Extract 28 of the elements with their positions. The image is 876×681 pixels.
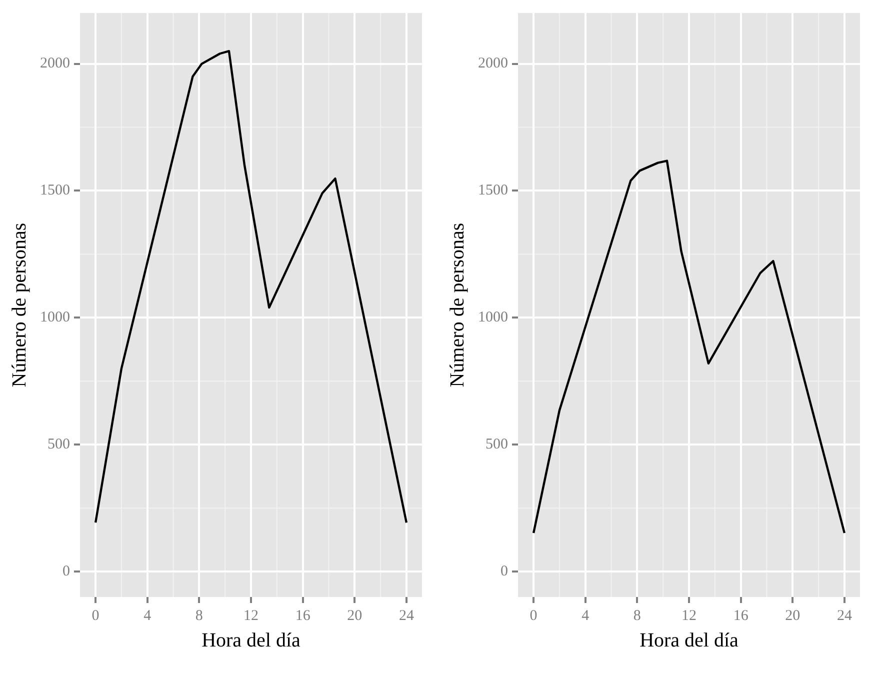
x-tick-label: 16 — [733, 608, 749, 624]
y-tick-label: 500 — [48, 436, 70, 453]
y-tick-label: 1000 — [478, 310, 508, 326]
y-tick-label: 2000 — [40, 56, 70, 72]
x-axis-title: Hora del día — [202, 629, 301, 652]
y-tick-label: 1500 — [40, 182, 70, 199]
x-tick-label: 16 — [295, 608, 311, 624]
y-tick-label: 0 — [62, 564, 70, 580]
y-tick-label: 1000 — [40, 310, 70, 326]
x-tick-label: 8 — [633, 608, 641, 624]
x-tick-label: 12 — [244, 608, 258, 624]
x-tick-label: 8 — [195, 608, 203, 624]
x-tick-label: 20 — [347, 608, 362, 624]
x-tick-label: 24 — [836, 608, 852, 624]
x-tick-label: 24 — [398, 608, 414, 624]
x-tick-label: 0 — [530, 608, 538, 624]
x-tick-label: 0 — [92, 608, 100, 624]
y-axis-title: Número de personas — [8, 222, 30, 388]
x-tick-label: 20 — [785, 608, 800, 624]
x-tick-label: 4 — [582, 608, 590, 624]
y-tick-label: 0 — [500, 564, 508, 580]
y-tick-label: 1500 — [478, 182, 508, 199]
x-axis-title: Hora del día — [640, 629, 739, 652]
y-tick-label: 500 — [486, 436, 508, 453]
x-tick-label: 4 — [144, 608, 152, 624]
y-axis-title: Número de personas — [446, 222, 468, 388]
x-tick-label: 12 — [682, 608, 696, 624]
y-tick-label: 2000 — [478, 56, 508, 72]
